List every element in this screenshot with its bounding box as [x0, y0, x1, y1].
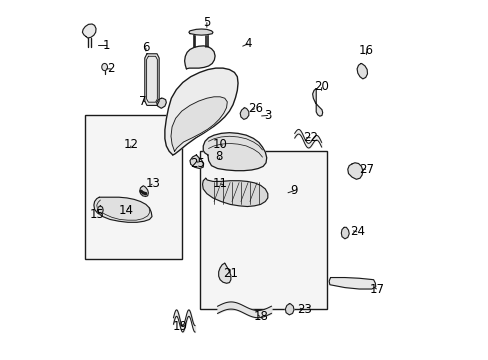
Bar — [85, 116, 182, 259]
Text: 20: 20 — [313, 80, 328, 93]
Polygon shape — [140, 186, 148, 197]
Text: 16: 16 — [358, 44, 373, 57]
Polygon shape — [285, 304, 293, 315]
Text: 27: 27 — [358, 163, 373, 176]
Polygon shape — [190, 155, 203, 168]
Text: 12: 12 — [123, 138, 138, 151]
Text: 18: 18 — [253, 310, 267, 324]
Polygon shape — [203, 133, 266, 171]
Text: 22: 22 — [303, 131, 318, 144]
Text: 2: 2 — [107, 62, 115, 75]
Polygon shape — [184, 46, 215, 69]
Polygon shape — [347, 163, 362, 179]
Text: 9: 9 — [290, 184, 297, 197]
Text: 15: 15 — [90, 208, 105, 221]
Polygon shape — [164, 68, 238, 155]
Text: 4: 4 — [244, 37, 251, 50]
Text: 11: 11 — [212, 177, 227, 190]
Text: 5: 5 — [203, 16, 210, 29]
Polygon shape — [312, 89, 322, 116]
Polygon shape — [328, 278, 375, 289]
Text: 6: 6 — [142, 41, 149, 54]
Polygon shape — [144, 54, 159, 105]
Polygon shape — [341, 227, 348, 239]
Polygon shape — [356, 63, 367, 79]
Text: 13: 13 — [145, 177, 160, 190]
Text: 8: 8 — [215, 150, 223, 163]
Polygon shape — [218, 263, 230, 283]
Text: 3: 3 — [264, 109, 271, 122]
Circle shape — [144, 193, 146, 195]
Circle shape — [140, 190, 142, 193]
Polygon shape — [97, 206, 103, 215]
Text: 25: 25 — [190, 157, 205, 170]
Polygon shape — [82, 24, 96, 38]
Polygon shape — [171, 97, 227, 151]
Text: 17: 17 — [369, 283, 384, 296]
Text: 1: 1 — [102, 39, 110, 52]
Text: 24: 24 — [349, 225, 364, 238]
Text: 14: 14 — [119, 204, 133, 217]
Text: 7: 7 — [138, 95, 146, 108]
Polygon shape — [102, 63, 107, 71]
Text: 23: 23 — [297, 303, 311, 316]
Text: 19: 19 — [172, 320, 187, 333]
Text: 10: 10 — [212, 138, 227, 150]
Polygon shape — [240, 108, 248, 120]
Bar — [199, 151, 326, 309]
Polygon shape — [188, 29, 212, 35]
Polygon shape — [202, 178, 267, 207]
Text: 21: 21 — [222, 267, 237, 280]
Circle shape — [142, 192, 144, 194]
Polygon shape — [156, 98, 166, 108]
Text: 26: 26 — [247, 102, 262, 115]
Polygon shape — [94, 197, 152, 222]
